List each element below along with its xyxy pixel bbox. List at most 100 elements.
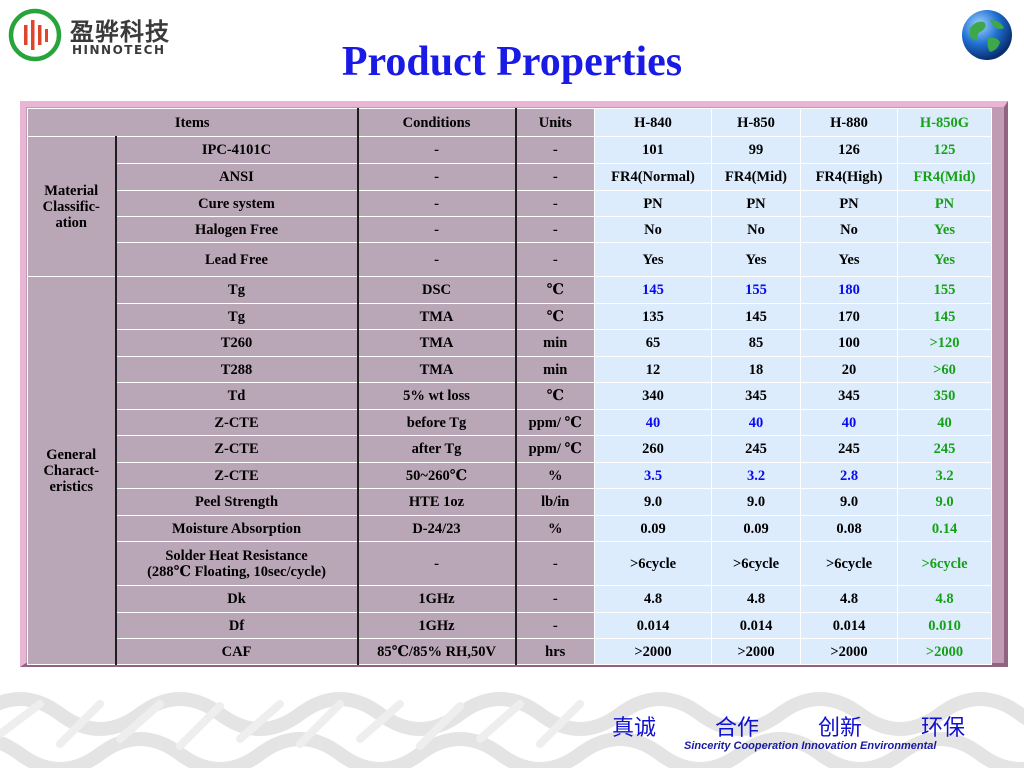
table-row: General Charact-eristics Tg DSC ℃ 145 155 180 15…	[27, 276, 992, 665]
value-cell-h850: 4.8	[711, 585, 801, 613]
property-name-cell: Solder Heat Resistance (288℃ Floating, 10…	[114, 541, 358, 586]
table-body: Items Conditions Units H-840 H-850 H-880…	[27, 108, 992, 665]
footer-wave-pattern	[0, 684, 1024, 768]
property-name-cell: Peel Strength	[114, 488, 358, 516]
value-cell-h850: 155	[711, 276, 801, 304]
value-cell-h850g: >2000	[897, 638, 992, 665]
table-row: T288 TMA min 12 18 20 >60	[28, 356, 992, 383]
value-cell-h850g: 145	[897, 303, 992, 330]
condition-cell: TMA	[356, 329, 516, 357]
value-cell-h850g: 3.2	[897, 462, 992, 489]
value-cell-h850g: 350	[897, 382, 992, 410]
value-cell-h840: 340	[594, 382, 712, 410]
value-cell-h880: FR4(High)	[800, 163, 898, 191]
header-conditions: Conditions	[356, 108, 516, 137]
value-cell-h880: 0.08	[800, 515, 898, 542]
condition-cell: -	[356, 190, 516, 217]
property-name-line: Solder Heat Resistance	[165, 547, 308, 564]
unit-cell: ℃	[514, 276, 595, 304]
value-cell-h850: >2000	[711, 638, 801, 665]
condition-cell: TMA	[356, 356, 516, 383]
company-values-en: Sincerity Cooperation Innovation Environ…	[684, 740, 937, 752]
unit-cell: %	[514, 515, 595, 542]
condition-cell: 50~260℃	[356, 462, 516, 489]
value-cell-h850: 145	[711, 303, 801, 330]
value-cell-h840: 12	[594, 356, 712, 383]
value-cell-h850: No	[711, 216, 801, 243]
property-name-cell: Tg	[114, 276, 358, 304]
property-name-cell: Z-CTE	[114, 462, 358, 489]
value-environmental-cn: 环保	[921, 716, 966, 741]
value-cell-h840: 101	[594, 136, 712, 164]
value-cell-h850g: 245	[897, 435, 992, 463]
value-cell-h880: 345	[800, 382, 898, 410]
value-cell-h850: >6cycle	[711, 541, 801, 586]
value-cell-h840: 0.014	[594, 612, 712, 639]
unit-cell: -	[514, 612, 595, 639]
property-name-cell: ANSI	[114, 163, 358, 191]
table-row: ANSI - - FR4(Normal) FR4(Mid) FR4(High) FR4(Mi…	[28, 163, 992, 191]
value-innovation-cn: 创新	[818, 716, 863, 741]
value-cell-h850g: 0.14	[897, 515, 992, 542]
property-name-cell: Dk	[114, 585, 358, 613]
page-title: Product Properties	[341, 39, 683, 85]
unit-cell: %	[514, 462, 595, 489]
value-cell-h850g: 125	[897, 136, 992, 164]
property-name-cell: Cure system	[114, 190, 358, 217]
table-row: Dk 1GHz -4.8 4.8 4.8 4.8	[28, 585, 992, 613]
table-row: Material Classific-ation IPC-4101C - -101 99 1…	[27, 136, 992, 277]
table-row: Td 5% wt loss ℃ 340 345 345 350	[28, 382, 992, 410]
value-cell-h850g: 155	[897, 276, 992, 304]
header-items: Items	[27, 108, 358, 137]
property-name-cell: T260	[114, 329, 358, 357]
value-sincerity-cn: 真诚	[612, 716, 657, 741]
value-cell-h880: 0.014	[800, 612, 898, 639]
condition-cell: before Tg	[356, 409, 516, 436]
value-cell-h840: 135	[594, 303, 712, 330]
brand-name-cn: 盈骅科技	[70, 18, 170, 46]
value-cell-h840: 3.5	[594, 462, 712, 489]
brand-name-en: HINNOTECH	[72, 43, 166, 57]
value-cell-h880: 2.8	[800, 462, 898, 489]
value-cell-h850g: 9.0	[897, 488, 992, 516]
unit-cell: -	[514, 585, 595, 613]
header-units: Units	[514, 108, 595, 137]
table-row: Tg TMA ℃ 135 145 170 145	[28, 303, 992, 330]
condition-cell: 1GHz	[356, 612, 516, 639]
value-cell-h850g: FR4(Mid)	[897, 163, 992, 191]
unit-cell: lb/in	[514, 488, 595, 516]
value-cell-h850: Yes	[711, 242, 801, 277]
condition-cell: -	[356, 216, 516, 243]
value-cell-h850: 18	[711, 356, 801, 383]
value-cell-h850: 0.014	[711, 612, 801, 639]
value-cell-h850: 9.0	[711, 488, 801, 516]
header-h850: H-850	[711, 108, 801, 137]
condition-cell: 1GHz	[356, 585, 516, 613]
condition-cell: TMA	[356, 303, 516, 330]
value-cell-h850g: >60	[897, 356, 992, 383]
value-cell-h840: 40	[594, 409, 712, 436]
property-name-cell: CAF	[114, 638, 358, 665]
unit-cell: -	[514, 190, 595, 217]
globe-icon	[962, 10, 1012, 60]
value-cell-h840: 0.09	[594, 515, 712, 542]
property-name-cell: Z-CTE	[114, 435, 358, 463]
condition-cell: D-24/23	[356, 515, 516, 542]
value-cell-h850: 345	[711, 382, 801, 410]
value-cell-h850: PN	[711, 190, 801, 217]
company-values-cn: 真诚 合作 创新 环保	[612, 710, 965, 742]
property-name-cell: T288	[114, 356, 358, 383]
table-row: T260 TMA min 65 85 100 >120	[28, 329, 992, 357]
table-row: Halogen Free - - No No No Yes	[28, 216, 992, 243]
table-header-row: Items Conditions Units H-840 H-850 H-880…	[27, 108, 992, 137]
value-cell-h880: >6cycle	[800, 541, 898, 586]
property-name-cell: Td	[114, 382, 358, 410]
condition-cell: -	[356, 136, 516, 164]
unit-cell: ℃	[514, 382, 595, 410]
value-cell-h880: 20	[800, 356, 898, 383]
table-row: Z-CTE 50~260℃% 3.5 3.2 2.8 3.2	[28, 462, 992, 489]
value-cell-h850g: Yes	[897, 216, 992, 243]
value-cell-h840: No	[594, 216, 712, 243]
condition-cell: after Tg	[356, 435, 516, 463]
unit-cell: -	[514, 136, 595, 164]
